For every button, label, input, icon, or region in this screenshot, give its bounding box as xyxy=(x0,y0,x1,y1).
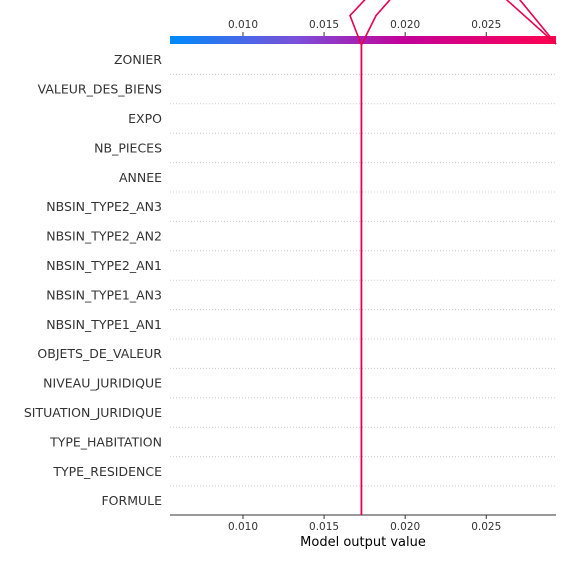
feature-label: NBSIN_TYPE2_AN2 xyxy=(46,229,162,244)
feature-label: EXPO xyxy=(128,111,162,126)
x-tick-label-bottom: 0.010 xyxy=(228,521,258,533)
x-ticks: 0.010 0.010 0.015 0.015 0.020 0.020 0.025 0.025 xyxy=(228,19,501,533)
grid-lines xyxy=(170,73,556,487)
feature-label: ANNEE xyxy=(119,170,162,185)
feature-label: NBSIN_TYPE2_AN1 xyxy=(46,258,162,273)
decision-lines xyxy=(349,0,557,515)
feature-label: SITUATION_JURIDIQUE xyxy=(24,405,162,420)
feature-label: NB_PIECES xyxy=(94,140,162,155)
feature-label: VALEUR_DES_BIENS xyxy=(38,82,162,97)
feature-label: TYPE_RESIDENCE xyxy=(52,464,162,479)
feature-label: NIVEAU_JURIDIQUE xyxy=(43,376,162,391)
x-tick-label-top: 0.020 xyxy=(390,19,420,31)
x-tick-label-bottom: 0.020 xyxy=(390,521,420,533)
feature-label: NBSIN_TYPE2_AN3 xyxy=(46,199,162,214)
feature-label: NBSIN_TYPE1_AN3 xyxy=(46,287,162,302)
decision-line xyxy=(349,0,557,515)
x-tick-label-top: 0.025 xyxy=(471,19,501,31)
x-axis-label: Model output value xyxy=(300,535,426,550)
x-tick-label-bottom: 0.015 xyxy=(309,521,339,533)
feature-label: FORMULE xyxy=(101,493,162,508)
feature-label: OBJETS_DE_VALEUR xyxy=(37,346,162,361)
feature-label: NBSIN_TYPE1_AN1 xyxy=(46,317,162,332)
feature-label: ZONIER xyxy=(114,52,162,67)
feature-labels: ZONIER VALEUR_DES_BIENS EXPO NB_PIECES ANNEE… xyxy=(24,52,162,508)
x-tick-label-top: 0.010 xyxy=(228,19,258,31)
feature-label: TYPE_HABITATION xyxy=(49,434,162,449)
decision-line xyxy=(360,0,557,515)
x-tick-label-bottom: 0.025 xyxy=(471,521,501,533)
x-tick-label-top: 0.015 xyxy=(309,19,339,31)
